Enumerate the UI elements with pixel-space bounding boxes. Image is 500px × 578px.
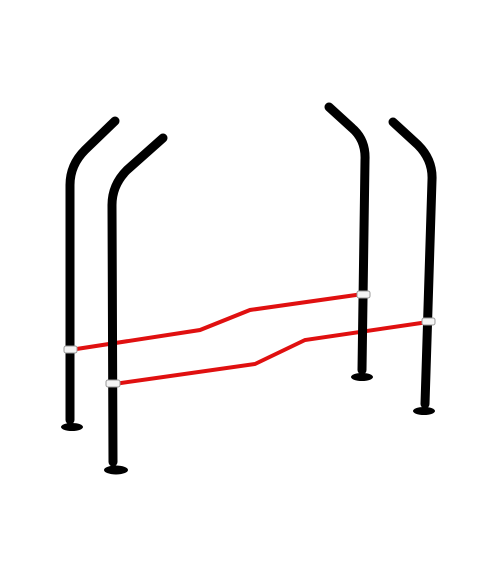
clamps xyxy=(63,290,436,388)
foot xyxy=(351,373,373,381)
foot xyxy=(61,423,83,431)
clamp xyxy=(105,379,121,388)
front-right-post xyxy=(388,117,437,409)
foot xyxy=(104,465,128,475)
back-crossbar xyxy=(69,292,364,352)
front-left-post xyxy=(107,133,168,467)
clamp xyxy=(63,345,78,354)
foot xyxy=(413,407,435,415)
clamp xyxy=(356,290,371,299)
back-right-post xyxy=(324,102,370,375)
posts xyxy=(65,102,437,467)
feet xyxy=(61,373,435,475)
clamp xyxy=(421,317,436,326)
back-left-post xyxy=(65,116,120,425)
